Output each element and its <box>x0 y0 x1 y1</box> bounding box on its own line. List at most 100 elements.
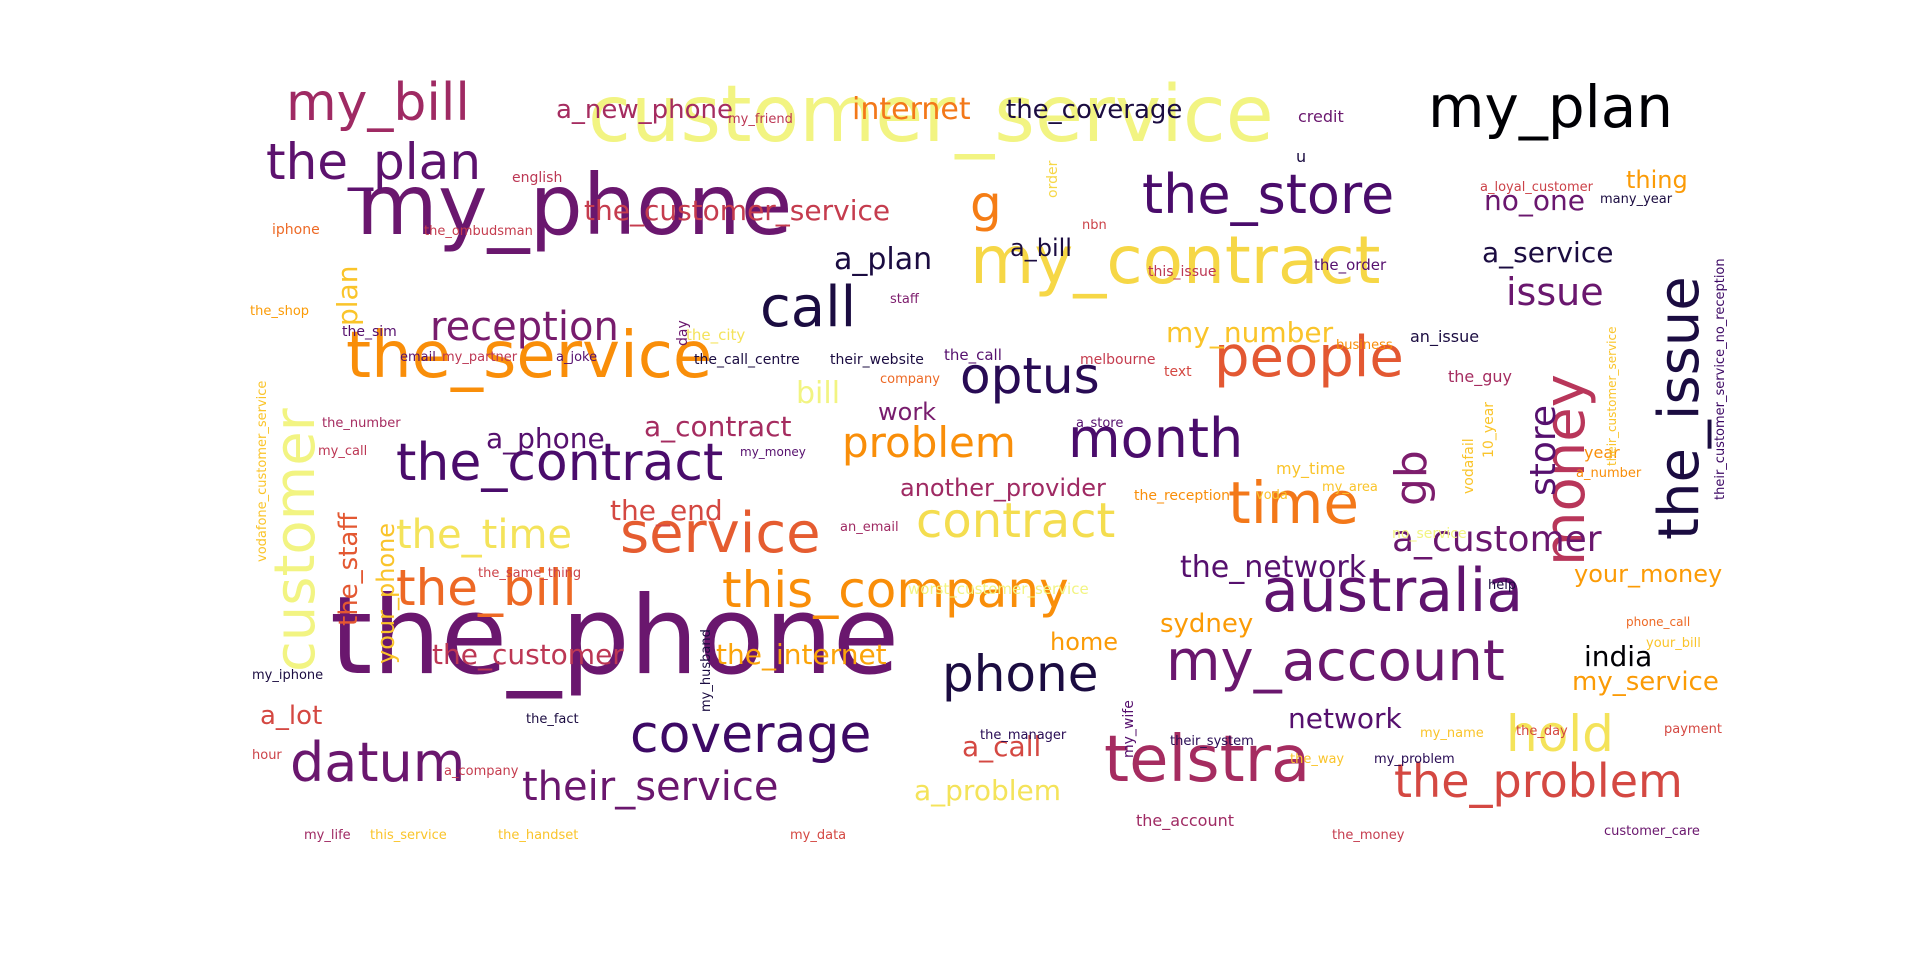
word-coverage: coverage <box>630 705 872 766</box>
word-english: english <box>512 169 563 186</box>
word-the-reception: the_reception <box>1134 487 1231 504</box>
word-u: u <box>1296 146 1307 166</box>
word-a-problem: a_problem <box>914 774 1062 808</box>
word-my-life: my_life <box>304 828 351 844</box>
word-vodafone-customer-service: vodafone_customer_service <box>255 380 270 562</box>
word-the-contract: the_contract <box>396 433 724 494</box>
word-my-contract: my_contract <box>970 221 1381 299</box>
word-a-store: a_store <box>1076 416 1124 432</box>
word-the-fact: the_fact <box>526 712 579 728</box>
word-home: home <box>1050 628 1119 657</box>
word-many-year: many_year <box>1600 192 1673 208</box>
word-email: email <box>400 350 436 366</box>
word-phone-call: phone_call <box>1626 615 1691 630</box>
word-my-plan: my_plan <box>1428 73 1674 142</box>
word-your-money: your_money <box>1574 560 1723 589</box>
word-a-new-phone: a_new_phone <box>556 94 734 125</box>
word-india: india <box>1584 640 1653 674</box>
word-my-money: my_money <box>740 445 806 460</box>
word-an-issue: an_issue <box>1410 326 1480 346</box>
word-my-area: my_area <box>1322 480 1378 496</box>
word-my-data: my_data <box>790 828 847 844</box>
word-phone: phone <box>942 645 1099 703</box>
word-credit: credit <box>1298 106 1344 126</box>
word-contract: contract <box>916 492 1116 549</box>
word-their-system: their_system <box>1170 734 1254 750</box>
word-my-number: my_number <box>1166 316 1334 350</box>
word-company: company <box>880 372 940 388</box>
word-the-money: the_money <box>1332 828 1405 844</box>
word-their-customer-service: their_customer_service <box>1605 326 1619 466</box>
word-time: time <box>1228 469 1360 538</box>
word-your-bill: your_bill <box>1646 636 1701 652</box>
word-my-service: my_service <box>1572 666 1719 697</box>
word-the-problem: the_problem <box>1394 754 1683 809</box>
word-year: year <box>1584 442 1620 462</box>
word-optus: optus <box>960 347 1100 405</box>
word-this-service: this_service <box>370 828 447 844</box>
word-the-store: the_store <box>1142 162 1395 226</box>
word-the-ombudsman: the_ombudsman <box>424 224 533 240</box>
word-my-wife: my_wife <box>1121 700 1137 758</box>
word-telstra: telstra <box>1104 722 1311 797</box>
word-a-contract: a_contract <box>644 410 792 444</box>
word-a-phone: a_phone <box>486 422 605 456</box>
word-my-problem: my_problem <box>1374 752 1455 768</box>
word-my-husband: my_husband <box>699 629 714 712</box>
word-reception: reception <box>430 304 619 351</box>
word-this-company: this_company <box>722 561 1069 619</box>
word-people: people <box>1214 325 1404 391</box>
word-their-service: their_service <box>522 764 779 811</box>
word-my-iphone: my_iphone <box>252 668 324 684</box>
word-the-guy: the_guy <box>1448 366 1513 386</box>
word-my-partner: my_partner <box>442 350 518 366</box>
word-help: help <box>1488 578 1517 594</box>
word-the-shop: the_shop <box>250 304 310 320</box>
word-melbourne: melbourne <box>1080 351 1156 368</box>
word-vodafail: vodafail <box>1461 438 1477 494</box>
word-an-email: an_email <box>840 520 899 536</box>
word-month: month <box>1068 406 1244 470</box>
word-your-phone: your_phone <box>372 522 400 664</box>
word-the-sim: the_sim <box>342 323 397 340</box>
word-another-provider: another_provider <box>900 474 1106 503</box>
word-their-website: their_website <box>830 351 924 368</box>
word-a-service: a_service <box>1482 236 1614 270</box>
word-hold: hold <box>1506 705 1614 763</box>
word-g: g <box>970 175 1002 233</box>
word-store: store <box>1523 404 1564 496</box>
word-sydney: sydney <box>1160 608 1254 639</box>
word-iphone: iphone <box>272 221 320 238</box>
word-my-friend: my_friend <box>728 112 793 128</box>
word-the-call: the_call <box>944 345 1002 364</box>
word-no-one: no_one <box>1484 184 1585 218</box>
word-the-customer: the_customer <box>432 638 624 672</box>
word-my-phone: my_phone <box>356 156 793 255</box>
word-text: text <box>1164 363 1192 380</box>
word-datum: datum <box>290 730 466 794</box>
word-the-account: the_account <box>1136 810 1234 830</box>
word-thing: thing <box>1626 166 1688 195</box>
word-no-service: no_service <box>1392 525 1467 542</box>
word-the-issue: the_issue <box>1647 276 1712 540</box>
word-a-loyal-customer: a_loyal_customer <box>1480 180 1594 196</box>
word-internet: internet <box>852 92 971 128</box>
word-a-customer: a_customer <box>1392 519 1602 561</box>
word-customer-service: customer_service <box>588 70 1274 161</box>
word-the-time: the_time <box>396 512 573 559</box>
word-my-time: my_time <box>1276 458 1346 478</box>
word-staff: staff <box>890 292 919 308</box>
word-service: service <box>620 501 821 567</box>
word-my-call: my_call <box>318 444 368 460</box>
word-the-way: the_way <box>1290 752 1345 768</box>
word-nbn: nbn <box>1082 218 1107 234</box>
word-a-call: a_call <box>962 730 1042 764</box>
word-australia: australia <box>1262 555 1524 626</box>
word-the-call-centre: the_call_centre <box>694 351 800 368</box>
word-the-same-thing: the_same_thing <box>478 566 582 582</box>
word-a-joke: a_joke <box>556 350 598 366</box>
word-the-city: the_city <box>686 325 746 344</box>
word-network: network <box>1288 702 1402 736</box>
word-worst-customer-service: worst_customer_service <box>908 579 1089 598</box>
